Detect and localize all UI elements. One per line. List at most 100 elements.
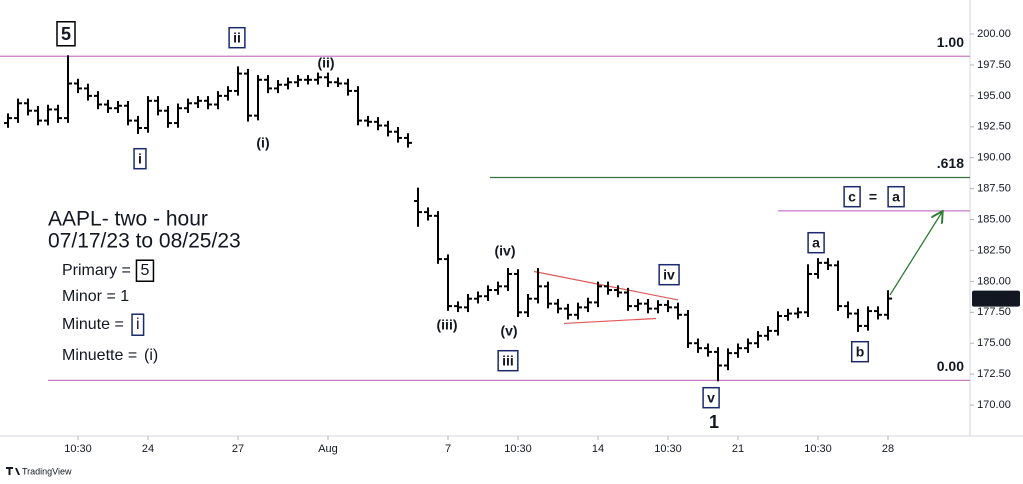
info-mark: (i) (144, 347, 158, 364)
y-tick-label: 175.00 (977, 337, 1011, 349)
info-line: Minor = 1 (62, 288, 129, 305)
x-tick-label: 21 (732, 443, 744, 455)
label-box (658, 263, 680, 286)
wave-label: b (856, 344, 865, 360)
label-box (807, 231, 825, 254)
ohlc-bar (634, 298, 642, 311)
ohlc-bar (484, 285, 492, 301)
ohlc-bar (814, 258, 822, 279)
ohlc-bar (444, 254, 452, 311)
ohlc-bar (684, 310, 692, 348)
label-box (228, 26, 246, 49)
footer-logo: TradingView (6, 466, 72, 476)
ohlc-bar (514, 269, 522, 318)
ohlc-bar (74, 78, 82, 94)
ohlc-bar (354, 86, 362, 126)
last-price-tag (972, 290, 1020, 307)
ohlc-bar (744, 338, 752, 353)
ohlc-bar (754, 331, 762, 348)
ohlc-bar (724, 348, 732, 371)
ohlc-bar (364, 115, 372, 127)
info-line: Minute = (62, 316, 124, 333)
ohlc-bar (864, 306, 872, 331)
wave-label: a (892, 189, 900, 205)
ohlc-bar (4, 113, 12, 128)
x-tick-label: 24 (142, 443, 154, 455)
wave-label: 5 (61, 24, 71, 44)
ohlc-bar (594, 281, 602, 308)
ohlc-bar (14, 98, 22, 123)
y-tick-label: 195.00 (977, 90, 1011, 102)
ohlc-bar (254, 75, 262, 121)
ohlc-bar (374, 117, 382, 131)
ohlc-bar (604, 281, 612, 295)
x-tick-label: 27 (232, 443, 244, 455)
wave-label: (iii) (437, 317, 458, 333)
wave-label: (ii) (317, 55, 334, 71)
ohlc-bar (664, 300, 672, 313)
ohlc-bar (334, 77, 342, 87)
ohlc-bar (84, 83, 92, 101)
ohlc-bar (474, 291, 482, 304)
ohlc-bar (394, 127, 402, 143)
wave-label: (iv) (495, 243, 516, 259)
ohlc-bar (204, 96, 212, 110)
x-tick-label: 10:30 (654, 443, 682, 455)
label-box (702, 386, 720, 409)
ohlc-bar (134, 115, 142, 134)
wave-label: ii (233, 30, 241, 46)
ohlc-bar (844, 301, 852, 319)
label-box (850, 340, 870, 363)
ohlc-bar (734, 343, 742, 358)
x-tick-label: 28 (882, 443, 894, 455)
ohlc-bar (194, 96, 202, 108)
ohlc-bar (314, 72, 322, 85)
ohlc-bar (174, 103, 182, 128)
y-tick-label: 192.50 (977, 121, 1011, 133)
ohlc-bar (464, 293, 472, 313)
wave-label: iii (502, 353, 514, 369)
ohlc-bar (874, 306, 882, 320)
ohlc-bar (564, 303, 572, 320)
ohlc-bar (694, 338, 702, 353)
ohlc-bar (804, 264, 812, 318)
ohlc-bar (34, 105, 42, 126)
y-tick-label: 185.00 (977, 213, 1011, 225)
wave-label: i (138, 151, 142, 167)
wave-label: 1 (709, 412, 719, 432)
ohlc-bar (144, 96, 152, 133)
ohlc-bar (624, 287, 632, 311)
info-line: Minuette = (62, 347, 137, 364)
x-tick-label: 10:30 (804, 443, 832, 455)
ohlc-bar (614, 285, 622, 298)
ohlc-bar (344, 78, 352, 96)
trendline (563, 317, 657, 325)
ohlc-bar (294, 75, 302, 87)
ohlc-bar (534, 268, 542, 304)
ohlc-bar (54, 104, 62, 123)
ohlc-bar (304, 75, 312, 85)
last-price: 178.61 (979, 292, 1013, 304)
ohlc-bar (24, 98, 32, 116)
ohlc-bar (584, 297, 592, 313)
y-tick-label: 170.00 (977, 399, 1011, 411)
ohlc-bar (554, 298, 562, 314)
ohlc-bar (424, 207, 432, 221)
y-tick-label: 180.00 (977, 275, 1011, 287)
y-tick-label: 190.00 (977, 152, 1011, 164)
ohlc-bar (324, 72, 332, 87)
wave-label: (v) (500, 323, 517, 339)
ohlc-bar (44, 104, 52, 126)
ohlc-bar (574, 302, 582, 320)
ohlc-bar (94, 91, 102, 110)
ohlc-bar (164, 105, 172, 128)
ohlc-bar (764, 326, 772, 341)
ohlc-bar (284, 77, 292, 90)
ohlc-bar (104, 99, 112, 113)
ohlc-bar (824, 258, 832, 271)
x-tick-label: 7 (445, 443, 451, 455)
fib-level-label: 0.00 (937, 358, 964, 374)
x-tick-label: 10:30 (64, 443, 92, 455)
ohlc-bar (244, 68, 252, 122)
fib-level-label: .618 (937, 155, 964, 171)
